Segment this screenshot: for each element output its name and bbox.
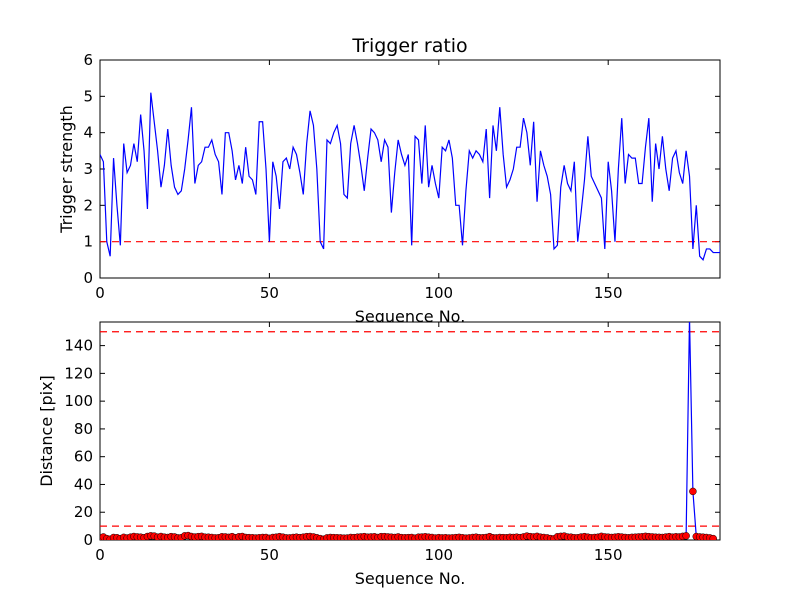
y-tick-label: 80 <box>74 420 93 438</box>
y-tick-label: 120 <box>64 364 93 382</box>
x-tick-label: 50 <box>260 546 279 564</box>
y-axis-label: Trigger strength <box>57 105 76 234</box>
x-tick-label: 50 <box>260 284 279 302</box>
y-tick-label: 3 <box>83 160 93 178</box>
y-tick-label: 40 <box>74 475 93 493</box>
y-tick-label: 140 <box>64 337 93 355</box>
x-tick-label: 0 <box>95 546 105 564</box>
x-tick-label: 0 <box>95 284 105 302</box>
bottom-chart: 0 50 100 150 0 20 40 60 80 100 120 140 Sequence No. D… <box>37 314 721 588</box>
data-point <box>709 534 717 540</box>
plot-area <box>100 314 720 540</box>
x-axis-label: Sequence No. <box>355 307 466 326</box>
y-tick-label: 6 <box>83 51 93 69</box>
plot-frame <box>99 321 721 541</box>
y-tick-label: 5 <box>83 87 93 105</box>
y-tick-label: 60 <box>74 448 93 466</box>
data-point <box>686 314 693 321</box>
y-tick-label: 2 <box>83 196 93 214</box>
x-tick-label: 100 <box>424 284 453 302</box>
y-tick-label: 20 <box>74 503 93 521</box>
top-chart: Trigger ratio 0 50 100 150 0 1 2 3 4 5 6 Sequence No… <box>57 35 721 326</box>
y-axis-label: Distance [pix] <box>37 375 56 487</box>
x-axis-label: Sequence No. <box>355 569 466 588</box>
x-tick-label: 150 <box>594 284 623 302</box>
plot-area <box>100 92 720 261</box>
y-tick-label: 0 <box>83 269 93 287</box>
chart-title: Trigger ratio <box>351 35 467 57</box>
x-tick-label: 150 <box>594 546 623 564</box>
x-tick-label: 100 <box>424 546 453 564</box>
y-tick-label: 1 <box>83 233 93 251</box>
data-point <box>689 487 697 496</box>
y-tick-label: 4 <box>83 124 93 142</box>
series-line <box>100 92 720 261</box>
y-tick-label: 100 <box>64 392 93 410</box>
data-point <box>682 532 690 540</box>
y-tick-label: 0 <box>83 531 93 549</box>
